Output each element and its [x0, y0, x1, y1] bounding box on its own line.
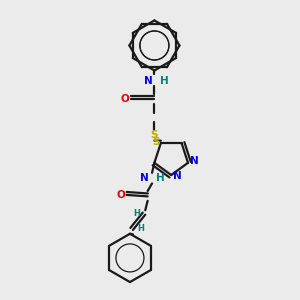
- Text: H: H: [138, 224, 145, 233]
- Text: N: N: [190, 156, 199, 166]
- Text: H: H: [134, 209, 140, 218]
- Text: N: N: [173, 172, 182, 182]
- Text: N: N: [144, 76, 153, 86]
- Text: O: O: [116, 190, 125, 200]
- Text: O: O: [120, 94, 129, 104]
- Text: N: N: [140, 173, 148, 183]
- Text: H: H: [156, 173, 164, 183]
- Text: S: S: [151, 130, 158, 140]
- Text: H: H: [160, 76, 169, 86]
- Text: S: S: [152, 136, 159, 147]
